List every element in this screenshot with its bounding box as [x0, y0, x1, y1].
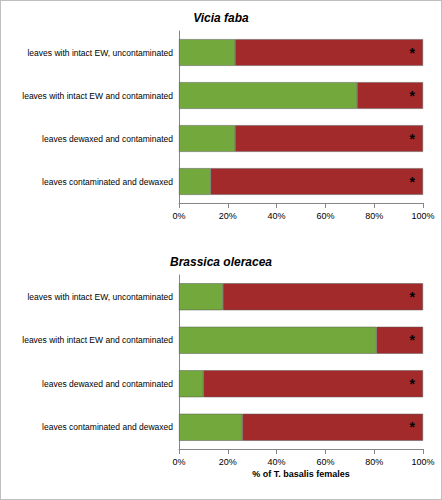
- svg-text:*: *: [410, 131, 416, 147]
- svg-text:*: *: [410, 289, 416, 305]
- svg-text:100%: 100%: [411, 211, 434, 221]
- svg-text:Vicia faba: Vicia faba: [193, 11, 249, 25]
- svg-text:80%: 80%: [365, 211, 383, 221]
- svg-text:40%: 40%: [268, 457, 286, 467]
- svg-text:leaves with intact EW and cont: leaves with intact EW and contaminated: [22, 335, 173, 345]
- svg-text:0%: 0%: [172, 211, 185, 221]
- svg-text:leaves dewaxed and contaminate: leaves dewaxed and contaminated: [42, 134, 173, 144]
- svg-text:*: *: [410, 88, 416, 104]
- svg-text:20%: 20%: [219, 211, 237, 221]
- svg-text:60%: 60%: [316, 457, 334, 467]
- svg-text:leaves contaminated and dewaxe: leaves contaminated and dewaxed: [42, 177, 173, 187]
- svg-text:40%: 40%: [268, 211, 286, 221]
- svg-text:*: *: [410, 332, 416, 348]
- svg-text:*: *: [410, 376, 416, 392]
- svg-text:% of T. basalis females: % of T. basalis females: [252, 469, 350, 479]
- svg-text:leaves contaminated and dewaxe: leaves contaminated and dewaxed: [42, 422, 173, 432]
- svg-text:*: *: [410, 419, 416, 435]
- svg-text:leaves with intact EW, unconta: leaves with intact EW, uncontaminated: [27, 48, 173, 58]
- svg-text:*: *: [410, 174, 416, 190]
- svg-text:80%: 80%: [365, 457, 383, 467]
- svg-text:0%: 0%: [172, 457, 185, 467]
- svg-text:leaves with intact EW, unconta: leaves with intact EW, uncontaminated: [27, 292, 173, 302]
- svg-text:Brassica oleracea: Brassica oleracea: [170, 255, 272, 269]
- svg-text:*: *: [410, 45, 416, 61]
- svg-text:100%: 100%: [411, 457, 434, 467]
- svg-text:20%: 20%: [219, 457, 237, 467]
- svg-text:60%: 60%: [316, 211, 334, 221]
- svg-text:leaves dewaxed and contaminate: leaves dewaxed and contaminated: [42, 379, 173, 389]
- svg-text:leaves with intact EW and cont: leaves with intact EW and contaminated: [22, 91, 173, 101]
